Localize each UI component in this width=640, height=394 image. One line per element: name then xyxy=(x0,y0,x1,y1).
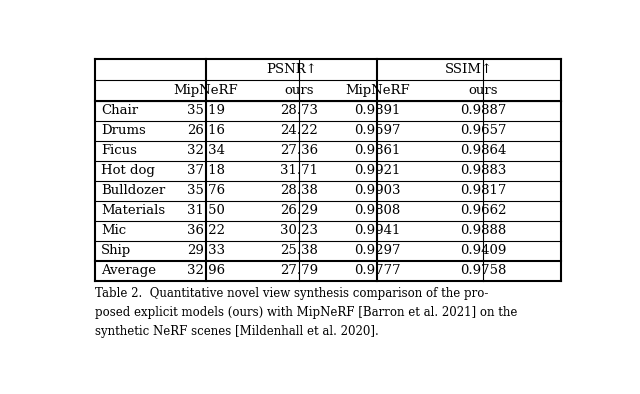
Text: Chair: Chair xyxy=(101,104,138,117)
Text: Table 2.  Quantitative novel view synthesis comparison of the pro-: Table 2. Quantitative novel view synthes… xyxy=(95,287,488,300)
Text: 0.9758: 0.9758 xyxy=(460,264,506,277)
Text: 26.29: 26.29 xyxy=(280,204,318,217)
Text: 32.34: 32.34 xyxy=(187,144,225,157)
Text: MipNeRF: MipNeRF xyxy=(345,84,410,97)
Text: Mic: Mic xyxy=(101,224,126,237)
Text: 31.71: 31.71 xyxy=(280,164,318,177)
Text: 0.9409: 0.9409 xyxy=(460,244,506,257)
Text: 36.22: 36.22 xyxy=(187,224,225,237)
Text: posed explicit models (ours) with MipNeRF [Barron et al. 2021] on the: posed explicit models (ours) with MipNeR… xyxy=(95,306,517,319)
Text: 30.23: 30.23 xyxy=(280,224,318,237)
Text: 29.33: 29.33 xyxy=(187,244,225,257)
Text: synthetic NeRF scenes [Mildenhall et al. 2020].: synthetic NeRF scenes [Mildenhall et al.… xyxy=(95,325,379,338)
Text: 0.9921: 0.9921 xyxy=(354,164,401,177)
Text: 31.50: 31.50 xyxy=(187,204,225,217)
Text: 0.9817: 0.9817 xyxy=(460,184,506,197)
Text: 24.22: 24.22 xyxy=(280,124,318,137)
Text: Hot dog: Hot dog xyxy=(101,164,155,177)
Text: 0.9891: 0.9891 xyxy=(354,104,401,117)
Text: 0.9808: 0.9808 xyxy=(354,204,400,217)
Text: 0.9662: 0.9662 xyxy=(460,204,506,217)
Text: MipNeRF: MipNeRF xyxy=(173,84,238,97)
Text: PSNR↑: PSNR↑ xyxy=(266,63,317,76)
Text: ours: ours xyxy=(468,84,498,97)
Text: 0.9903: 0.9903 xyxy=(354,184,401,197)
Text: 28.73: 28.73 xyxy=(280,104,318,117)
Text: 0.9864: 0.9864 xyxy=(460,144,506,157)
Text: 0.9941: 0.9941 xyxy=(354,224,401,237)
Text: 27.36: 27.36 xyxy=(280,144,318,157)
Text: 0.9887: 0.9887 xyxy=(460,104,506,117)
Text: 0.9597: 0.9597 xyxy=(354,124,401,137)
Text: 37.18: 37.18 xyxy=(187,164,225,177)
Text: Average: Average xyxy=(101,264,156,277)
Text: 35.76: 35.76 xyxy=(187,184,225,197)
Text: SSIM↑: SSIM↑ xyxy=(445,63,493,76)
Text: 27.79: 27.79 xyxy=(280,264,318,277)
Text: 0.9657: 0.9657 xyxy=(460,124,506,137)
Text: 35.19: 35.19 xyxy=(187,104,225,117)
Text: 26.16: 26.16 xyxy=(187,124,225,137)
Text: Ficus: Ficus xyxy=(101,144,137,157)
Text: 0.9888: 0.9888 xyxy=(460,224,506,237)
Text: 25.38: 25.38 xyxy=(280,244,318,257)
Text: Bulldozer: Bulldozer xyxy=(101,184,165,197)
Text: 0.9297: 0.9297 xyxy=(354,244,401,257)
Text: Materials: Materials xyxy=(101,204,165,217)
Text: 28.38: 28.38 xyxy=(280,184,318,197)
Text: 32.96: 32.96 xyxy=(187,264,225,277)
Text: 0.9861: 0.9861 xyxy=(354,144,401,157)
Text: 0.9777: 0.9777 xyxy=(354,264,401,277)
Text: 0.9883: 0.9883 xyxy=(460,164,506,177)
Text: Drums: Drums xyxy=(101,124,145,137)
Text: Ship: Ship xyxy=(101,244,131,257)
Text: ours: ours xyxy=(284,84,314,97)
